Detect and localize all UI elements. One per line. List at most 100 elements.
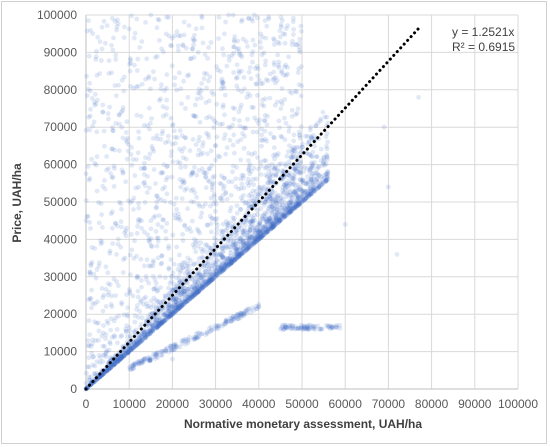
scatter-point: [189, 292, 195, 298]
scatter-point: [295, 197, 301, 202]
scatter-point: [173, 303, 179, 309]
scatter-point: [282, 212, 288, 218]
scatter-point: [179, 341, 185, 346]
scatter-point: [246, 163, 252, 169]
scatter-point: [155, 238, 161, 244]
scatter-point: [283, 324, 289, 330]
scatter-point: [183, 299, 189, 305]
scatter-point: [89, 351, 94, 356]
scatter-point: [148, 357, 153, 363]
scatter-point: [128, 367, 134, 373]
scatter-point: [269, 212, 275, 217]
scatter-point: [101, 371, 106, 377]
scatter-point: [290, 182, 296, 188]
scatter-point: [207, 74, 213, 80]
scatter-point: [206, 266, 212, 272]
scatter-point: [162, 318, 168, 324]
scatter-point: [136, 314, 141, 320]
scatter-point: [244, 233, 250, 238]
scatter-point: [266, 217, 271, 223]
scatter-point: [237, 312, 243, 318]
scatter-point: [207, 213, 213, 219]
scatter-point: [198, 275, 203, 281]
scatter-point: [285, 172, 291, 178]
scatter-point: [297, 186, 303, 192]
scatter-point: [306, 326, 312, 332]
scatter-point: [202, 279, 208, 285]
scatter-point: [312, 185, 318, 190]
scatter-point: [325, 139, 330, 145]
scatter-point: [100, 330, 106, 336]
scatter-point: [315, 186, 320, 191]
scatter-point: [93, 338, 98, 343]
scatter-point: [210, 180, 216, 186]
scatter-point: [97, 373, 103, 379]
scatter-point: [232, 250, 238, 256]
scatter-point: [199, 13, 205, 19]
scatter-point: [269, 171, 274, 177]
scatter-point: [325, 120, 331, 126]
scatter-point: [235, 38, 241, 44]
scatter-point: [282, 64, 287, 70]
scatter-point: [225, 255, 231, 261]
scatter-point: [181, 289, 187, 295]
scatter-point: [183, 45, 189, 51]
scatter-point: [240, 125, 246, 131]
scatter-point: [114, 359, 119, 365]
scatter-point: [154, 243, 160, 249]
scatter-point: [127, 252, 133, 258]
scatter-point: [224, 317, 229, 323]
scatter-point: [135, 341, 141, 346]
scatter-point: [282, 210, 288, 215]
scatter-point: [221, 52, 227, 58]
scatter-point: [157, 322, 163, 327]
scatter-point: [263, 231, 269, 236]
scatter-point: [186, 23, 192, 28]
scatter-point: [283, 322, 288, 328]
scatter-point: [189, 294, 195, 300]
scatter-point: [192, 164, 197, 170]
scatter-point: [289, 175, 295, 180]
scatter-point: [246, 16, 252, 21]
scatter-point: [139, 338, 144, 344]
scatter-point: [223, 318, 229, 323]
scatter-point: [87, 269, 93, 275]
scatter-point: [115, 357, 121, 363]
scatter-point: [319, 181, 325, 187]
scatter-point: [207, 278, 213, 283]
scatter-point: [92, 246, 98, 251]
scatter-point: [223, 319, 229, 324]
scatter-point: [124, 329, 129, 334]
scatter-point: [190, 288, 196, 293]
scatter-point: [222, 92, 228, 98]
scatter-point: [228, 259, 234, 265]
scatter-point: [86, 355, 92, 361]
scatter-point: [315, 176, 320, 182]
scatter-point: [220, 254, 226, 260]
scatter-point: [130, 346, 135, 351]
scatter-point: [209, 277, 215, 283]
scatter-point: [246, 69, 252, 75]
scatter-point: [294, 198, 300, 204]
scatter-point: [270, 225, 275, 230]
scatter-point: [280, 212, 286, 217]
scatter-point: [179, 302, 185, 308]
scatter-point: [234, 231, 240, 236]
scatter-point: [147, 331, 153, 336]
scatter-point: [267, 194, 272, 200]
scatter-point: [197, 230, 203, 236]
scatter-point: [210, 276, 216, 282]
scatter-point: [267, 196, 273, 201]
scatter-point: [139, 359, 145, 365]
scatter-point: [166, 314, 172, 320]
x-tick-label: 90000: [458, 397, 492, 411]
scatter-point: [187, 56, 193, 62]
scatter-point: [172, 307, 178, 313]
scatter-point: [88, 226, 93, 231]
scatter-point: [292, 323, 298, 329]
scatter-point: [194, 172, 200, 178]
scatter-point: [87, 113, 93, 119]
scatter-point: [139, 218, 144, 224]
scatter-point: [268, 223, 274, 229]
scatter-point: [220, 246, 225, 252]
